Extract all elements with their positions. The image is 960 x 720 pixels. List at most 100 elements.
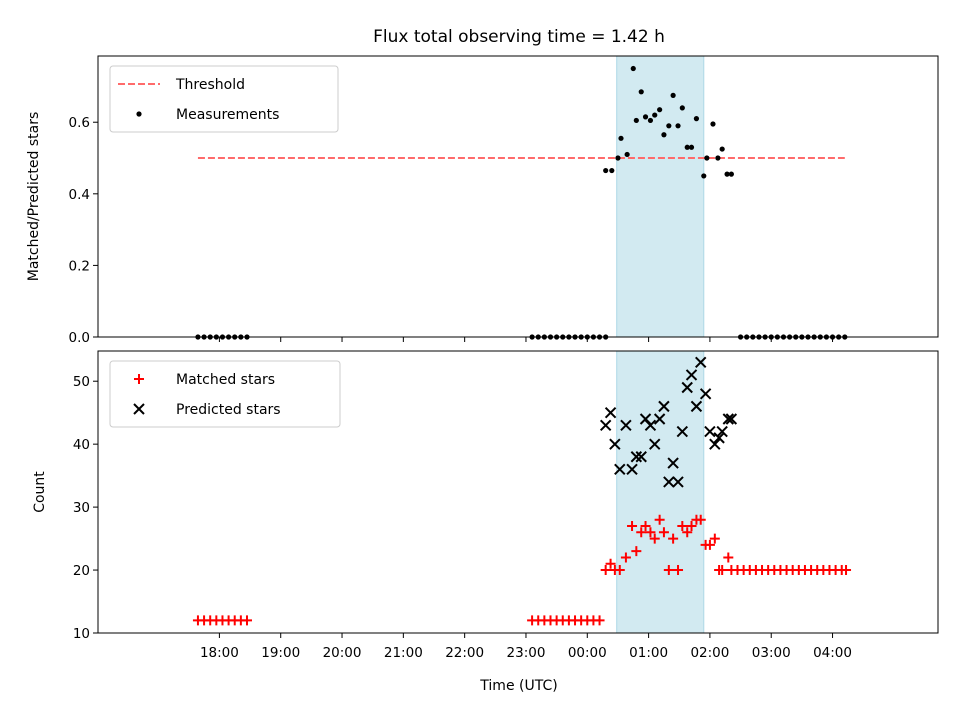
legend-label-matched-stars: Matched stars <box>176 372 275 388</box>
matched-stars-point <box>677 520 688 531</box>
measurement-point <box>670 92 676 98</box>
matched-stars-point <box>663 565 674 576</box>
measurement-point <box>661 132 667 138</box>
predicted-stars-point <box>663 476 675 488</box>
top-y-tick-label: 0.6 <box>69 115 90 131</box>
matched-stars-point <box>654 514 665 525</box>
x-tick-label: 23:00 <box>507 645 546 661</box>
measurement-point <box>633 117 639 124</box>
measurement-point <box>728 171 734 177</box>
measurement-point <box>715 155 721 161</box>
predicted-stars-point <box>653 413 666 425</box>
bottom-legend-box <box>109 360 341 428</box>
measurement-point <box>647 117 654 124</box>
predicted-stars-point <box>599 419 612 431</box>
top-y-tick-label: 0.4 <box>69 187 90 203</box>
measurement-point <box>618 135 624 141</box>
predicted-stars-point <box>644 419 657 431</box>
predicted-stars-point <box>681 381 693 394</box>
top-y-tick-label: 0.2 <box>69 258 90 274</box>
top-y-tick-label: 0.0 <box>69 330 90 346</box>
bottom-axes-frame <box>97 350 939 634</box>
matched-stars-point <box>605 558 616 569</box>
x-tick-label: 03:00 <box>752 645 791 661</box>
matched-stars-point <box>709 533 720 544</box>
matched-stars-point <box>682 527 693 538</box>
measurement-point <box>615 155 621 161</box>
measurement-point <box>710 121 716 127</box>
matched-stars-point <box>723 552 734 563</box>
matched-stars-point <box>631 546 642 557</box>
predicted-stars-point <box>725 413 738 425</box>
top-y-axis-label: Matched/Predicted stars <box>26 112 42 282</box>
legend-measurements-marker <box>136 111 142 117</box>
matched-stars-point <box>620 552 631 563</box>
bottom-y-tick-label: 50 <box>73 374 90 390</box>
x-axis-label: Time (UTC) <box>479 678 557 694</box>
matched-stars-point <box>658 527 669 538</box>
measurement-point <box>688 144 695 150</box>
matched-stars-point <box>649 533 660 544</box>
predicted-stars-point <box>709 438 721 450</box>
bottom-series-matched-stars <box>192 514 852 626</box>
chart-title: Flux total observing time = 1.42 h <box>373 27 665 47</box>
bottom-legend: Matched stars Predicted stars <box>109 360 341 428</box>
predicted-stars-point <box>690 400 703 413</box>
matched-stars-point <box>841 565 852 576</box>
bottom-y-tick-label: 40 <box>73 437 90 453</box>
predicted-stars-point <box>614 463 626 476</box>
matched-stars-point <box>640 520 651 531</box>
measurement-point <box>652 112 658 118</box>
top-panel: 0.0 0.2 0.4 0.6 Threshold Measurements <box>69 55 939 346</box>
predicted-stars-point <box>672 476 684 488</box>
legend-matched-stars-marker <box>134 374 144 384</box>
predicted-stars-point <box>658 400 670 413</box>
matched-stars-point <box>636 527 647 538</box>
predicted-stars-point <box>699 388 712 400</box>
measurement-point <box>704 155 710 161</box>
measurement-point <box>719 146 725 152</box>
measurement-point <box>603 167 609 174</box>
legend-label-threshold: Threshold <box>175 77 245 93</box>
predicted-stars-point <box>620 419 632 431</box>
matched-stars-point <box>645 527 656 538</box>
measurement-point <box>657 107 663 113</box>
predicted-stars-point <box>604 406 617 419</box>
measurement-point <box>679 105 685 111</box>
matched-stars-point <box>594 615 605 626</box>
matched-stars-point <box>241 615 252 626</box>
top-observing-window-shade <box>616 55 705 338</box>
predicted-stars-point <box>667 457 679 469</box>
predicted-stars-point <box>685 369 698 381</box>
measurement-point <box>701 173 707 179</box>
bottom-observing-window-shade <box>616 350 705 634</box>
matched-stars-point <box>673 565 684 576</box>
matched-stars-point <box>627 520 638 531</box>
legend-label-measurements: Measurements <box>176 107 279 123</box>
x-tick-label: 19:00 <box>261 645 300 661</box>
measurement-point <box>642 114 649 120</box>
predicted-stars-point <box>626 463 638 476</box>
x-tick-label: 20:00 <box>323 645 362 661</box>
measurement-point <box>724 171 730 177</box>
predicted-stars-point <box>609 438 621 450</box>
predicted-stars-point <box>722 413 735 425</box>
predicted-stars-point <box>704 425 716 438</box>
predicted-stars-point <box>713 432 725 444</box>
matched-stars-point <box>717 565 728 576</box>
predicted-stars-point <box>630 451 643 463</box>
bottom-y-tick-label: 10 <box>73 626 90 642</box>
bottom-y-axis-label: Count <box>32 471 48 513</box>
bottom-y-tick-label: 30 <box>73 500 90 516</box>
x-tick-label: 02:00 <box>690 645 729 661</box>
measurement-point <box>675 123 681 129</box>
top-series-measurements <box>195 65 848 340</box>
top-legend: Threshold Measurements <box>109 65 339 133</box>
legend-predicted-stars-marker <box>133 403 145 415</box>
predicted-stars-point <box>635 451 647 463</box>
x-tick-label: 01:00 <box>629 645 668 661</box>
x-tick-label: 22:00 <box>445 645 484 661</box>
legend-label-predicted-stars: Predicted stars <box>176 402 281 418</box>
predicted-stars-point <box>695 356 707 369</box>
